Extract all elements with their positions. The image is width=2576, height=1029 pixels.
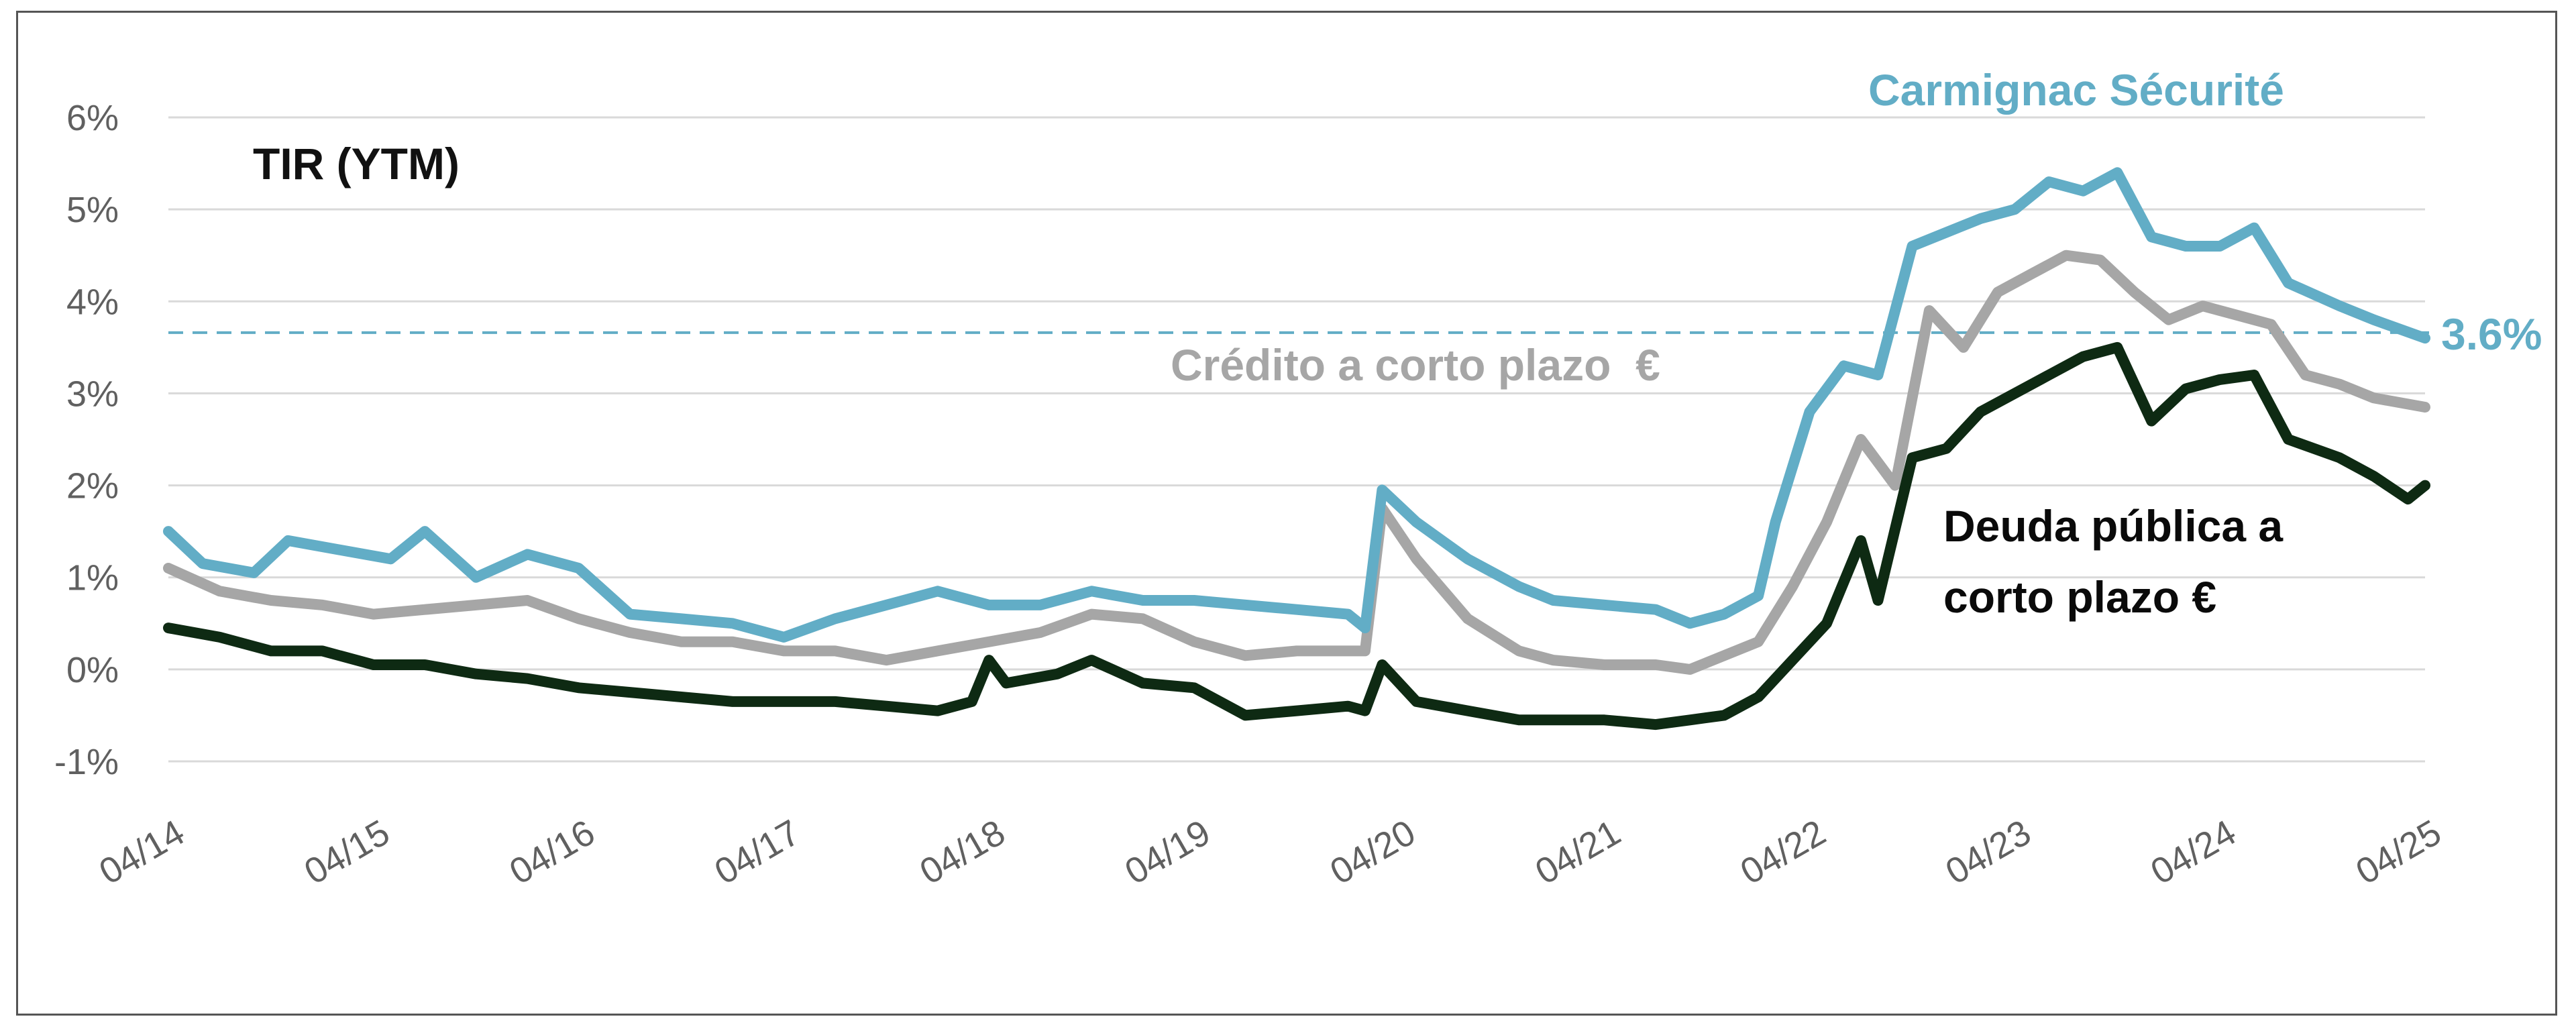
y-tick-label: 6% bbox=[66, 98, 119, 138]
x-tick-label: 04/19 bbox=[1118, 812, 1217, 893]
x-tick: 04/25 bbox=[2349, 812, 2448, 893]
y-tick-label: 3% bbox=[66, 374, 119, 414]
x-tick: 04/21 bbox=[1529, 812, 1627, 893]
x-tick-label: 04/25 bbox=[2349, 812, 2448, 893]
x-tick-label: 04/24 bbox=[2144, 812, 2243, 893]
ytm-line-chart: 6%5%4%3%2%1%0%-1% 04/14 04/15 04/16 04/17 04… bbox=[54, 65, 2542, 893]
series-line-deuda bbox=[163, 341, 2430, 730]
x-tick-label: 04/22 bbox=[1734, 812, 1833, 893]
reference-value-label: 3.6% bbox=[2441, 309, 2542, 359]
x-tick-label: 04/14 bbox=[93, 812, 191, 893]
series-label-carmignac: Carmignac Sécurité bbox=[1868, 65, 2284, 115]
x-tick-label: 04/20 bbox=[1324, 812, 1422, 893]
x-tick: 04/19 bbox=[1118, 812, 1217, 893]
x-axis-ticks: 04/14 04/15 04/16 04/17 04/18 04/19 04/20 04/21… bbox=[93, 812, 2448, 893]
y-tick-label: 1% bbox=[66, 558, 119, 598]
series-label-deuda-line-2: corto plazo € bbox=[1943, 572, 2216, 622]
x-tick-label: 04/21 bbox=[1529, 812, 1627, 893]
x-tick: 04/22 bbox=[1734, 812, 1833, 893]
x-tick: 04/16 bbox=[503, 812, 602, 893]
x-tick: 04/14 bbox=[93, 812, 191, 893]
chart-title: TIR (YTM) bbox=[253, 139, 460, 188]
series-lines bbox=[163, 167, 2430, 730]
x-tick-label: 04/23 bbox=[1939, 812, 2037, 893]
series-label-credito: Crédito a corto plazo € bbox=[1171, 340, 1660, 390]
y-tick-label: 0% bbox=[66, 650, 119, 690]
x-tick: 04/17 bbox=[708, 812, 806, 893]
series-line-carmignac bbox=[163, 167, 2430, 643]
series-label-deuda: Deuda pública a corto plazo € bbox=[1943, 501, 2295, 622]
x-tick: 04/15 bbox=[298, 812, 396, 893]
y-axis-ticks: 6% 5% 4% 3% 2% 1% 0% -1% bbox=[54, 98, 119, 782]
y-tick-label: -1% bbox=[54, 742, 119, 782]
x-tick: 04/23 bbox=[1939, 812, 2037, 893]
x-tick-label: 04/18 bbox=[913, 812, 1012, 893]
y-tick-label: 4% bbox=[66, 282, 119, 322]
y-tick-label: 5% bbox=[66, 190, 119, 230]
series-label-deuda-line-1: Deuda pública a bbox=[1943, 501, 2284, 551]
x-tick-label: 04/15 bbox=[298, 812, 396, 893]
gridlines bbox=[168, 116, 2425, 763]
x-tick: 04/24 bbox=[2144, 812, 2243, 893]
x-tick: 04/20 bbox=[1324, 812, 1422, 893]
x-tick: 04/18 bbox=[913, 812, 1012, 893]
x-tick-label: 04/16 bbox=[503, 812, 602, 893]
chart-frame: 6% 5% 4% 3% 2% 1% 0% -1% 04/14 04/15 04/16 04/17 04… bbox=[16, 11, 2557, 1016]
y-tick-label: 2% bbox=[66, 466, 119, 506]
x-tick-label: 04/17 bbox=[708, 812, 806, 893]
series-line-credito bbox=[163, 250, 2430, 675]
